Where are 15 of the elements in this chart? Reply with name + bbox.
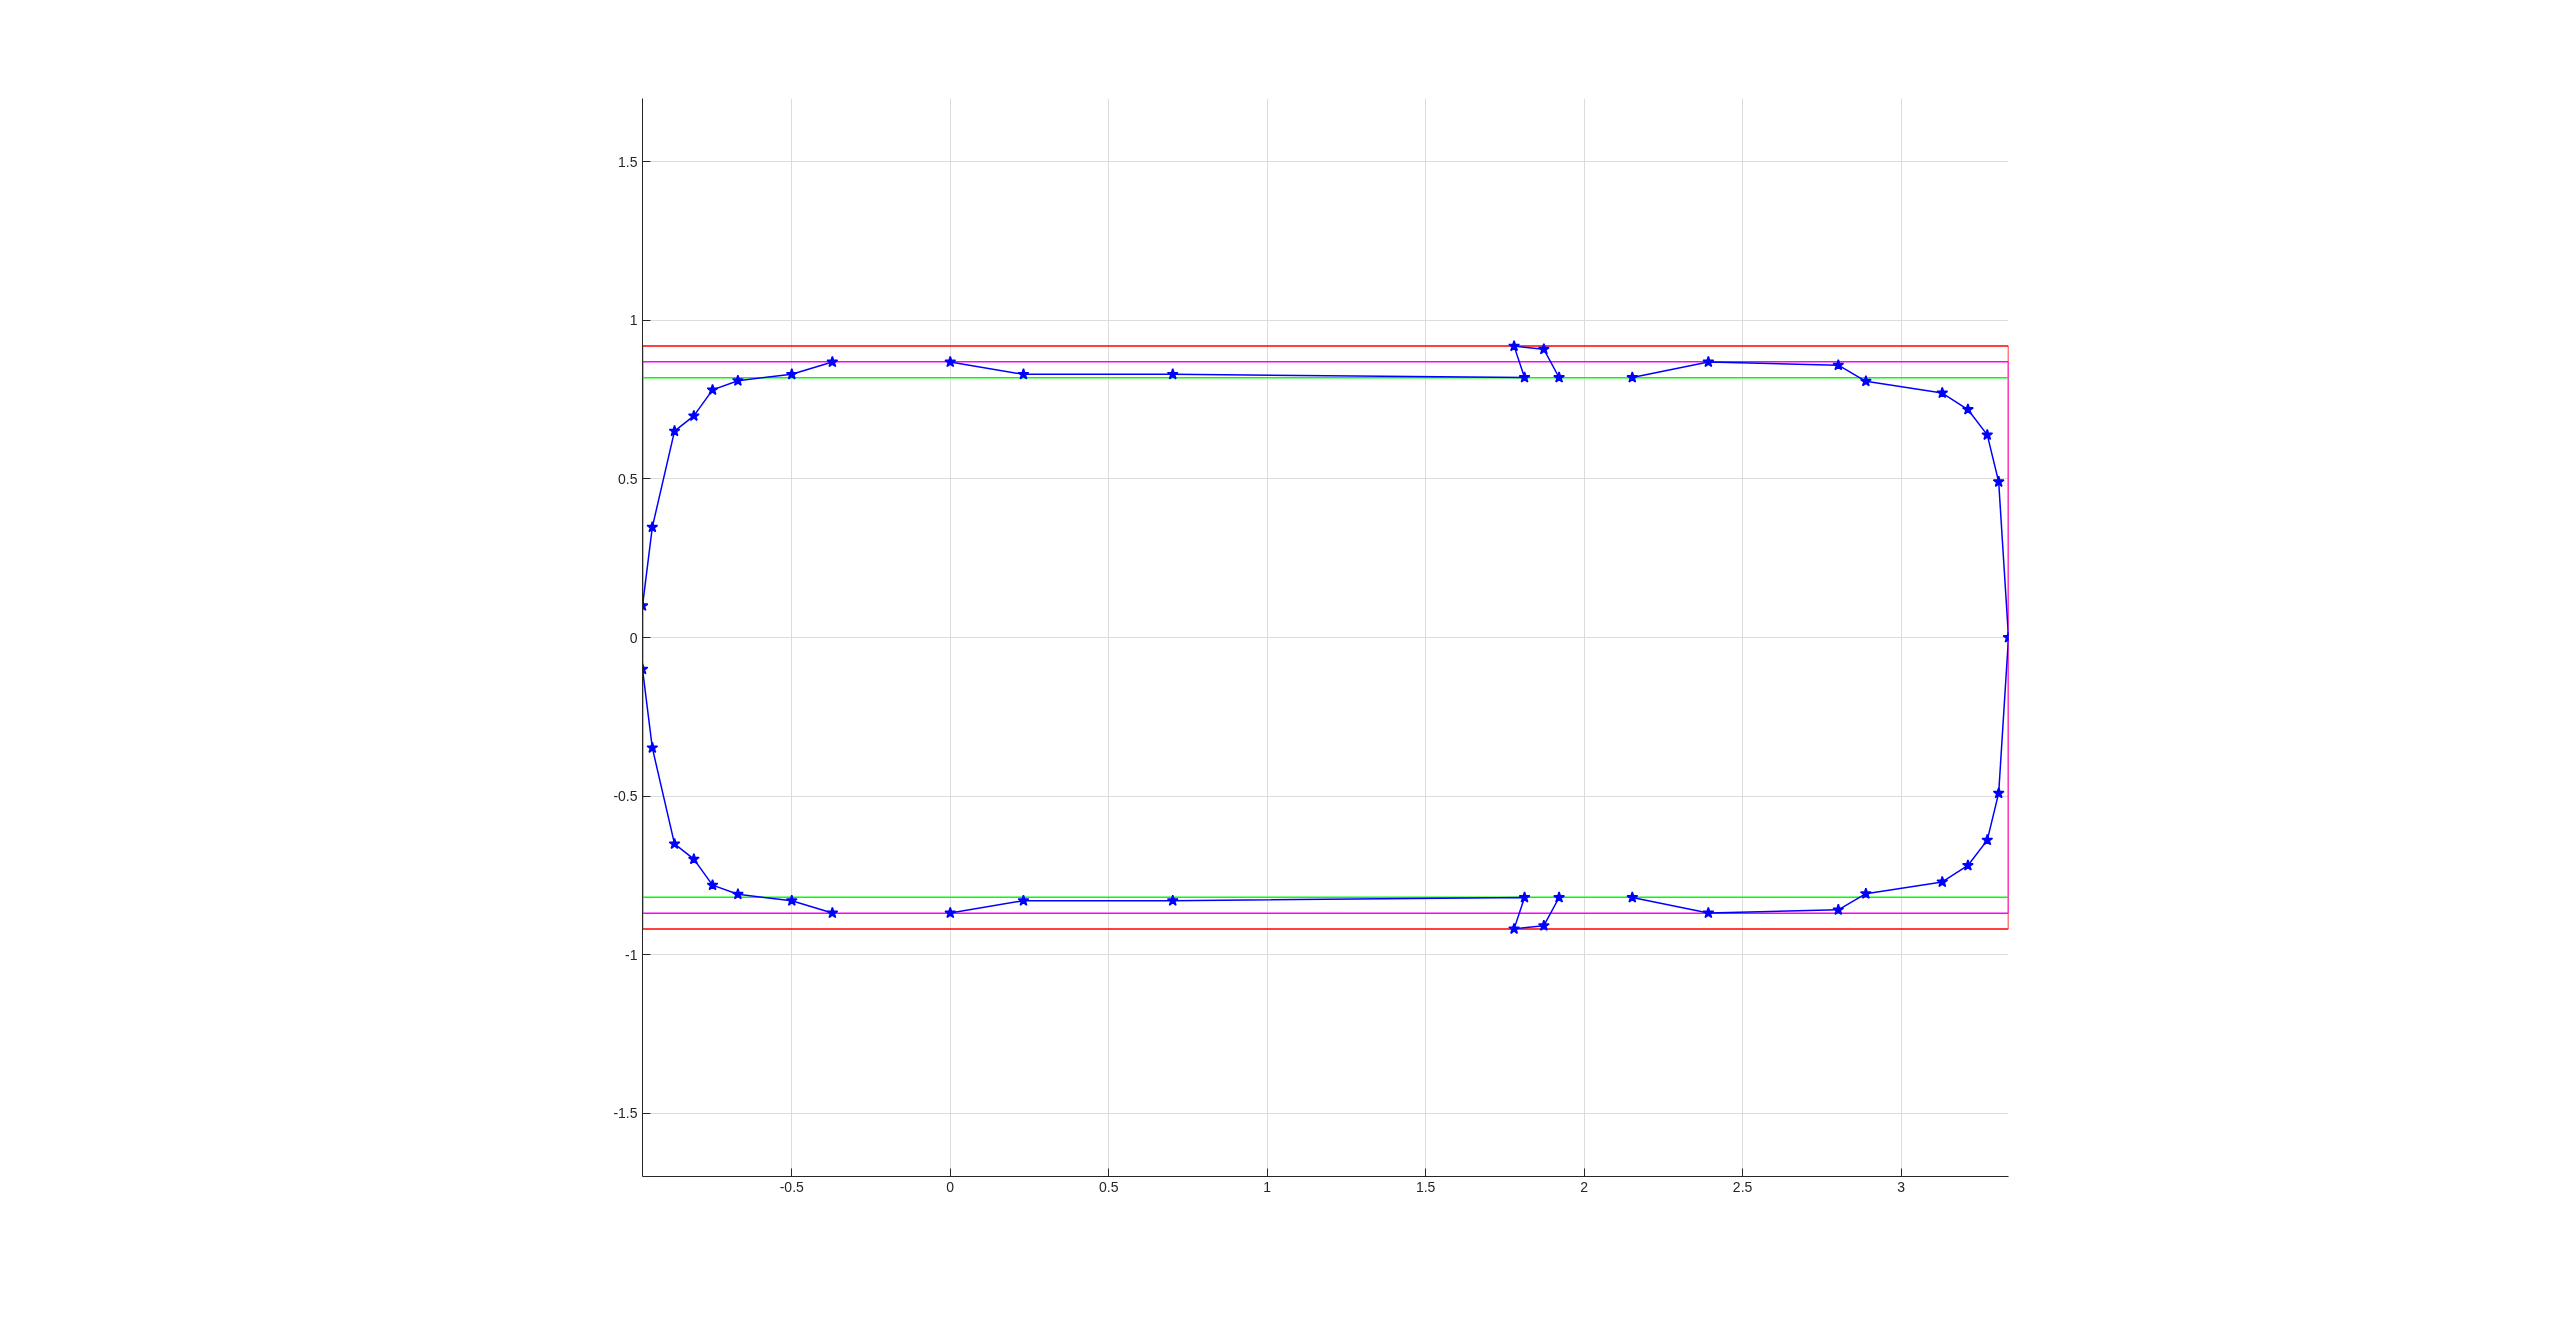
x-tick-label: 3 — [1897, 1178, 1906, 1195]
x-tick-label: 1.5 — [1415, 1178, 1436, 1195]
x-tick-label: 2.5 — [1732, 1178, 1753, 1195]
y-tick-label: 0.5 — [618, 470, 638, 487]
y-tick-label: 1.5 — [618, 153, 638, 170]
x-tick-label: -0.5 — [779, 1178, 805, 1195]
x-tick-label: 1 — [1263, 1178, 1272, 1195]
y-tick-label: -1.5 — [613, 1105, 638, 1122]
x-tick-label: 0.5 — [1098, 1178, 1119, 1195]
y-tick-label: 0 — [629, 629, 638, 646]
y-tick-label: -1 — [625, 946, 638, 963]
x-tick-label: 2 — [1580, 1178, 1589, 1195]
x-tick-label: 0 — [946, 1178, 955, 1195]
y-tick-label: -0.5 — [613, 788, 638, 805]
y-tick-label: 1 — [629, 312, 638, 329]
